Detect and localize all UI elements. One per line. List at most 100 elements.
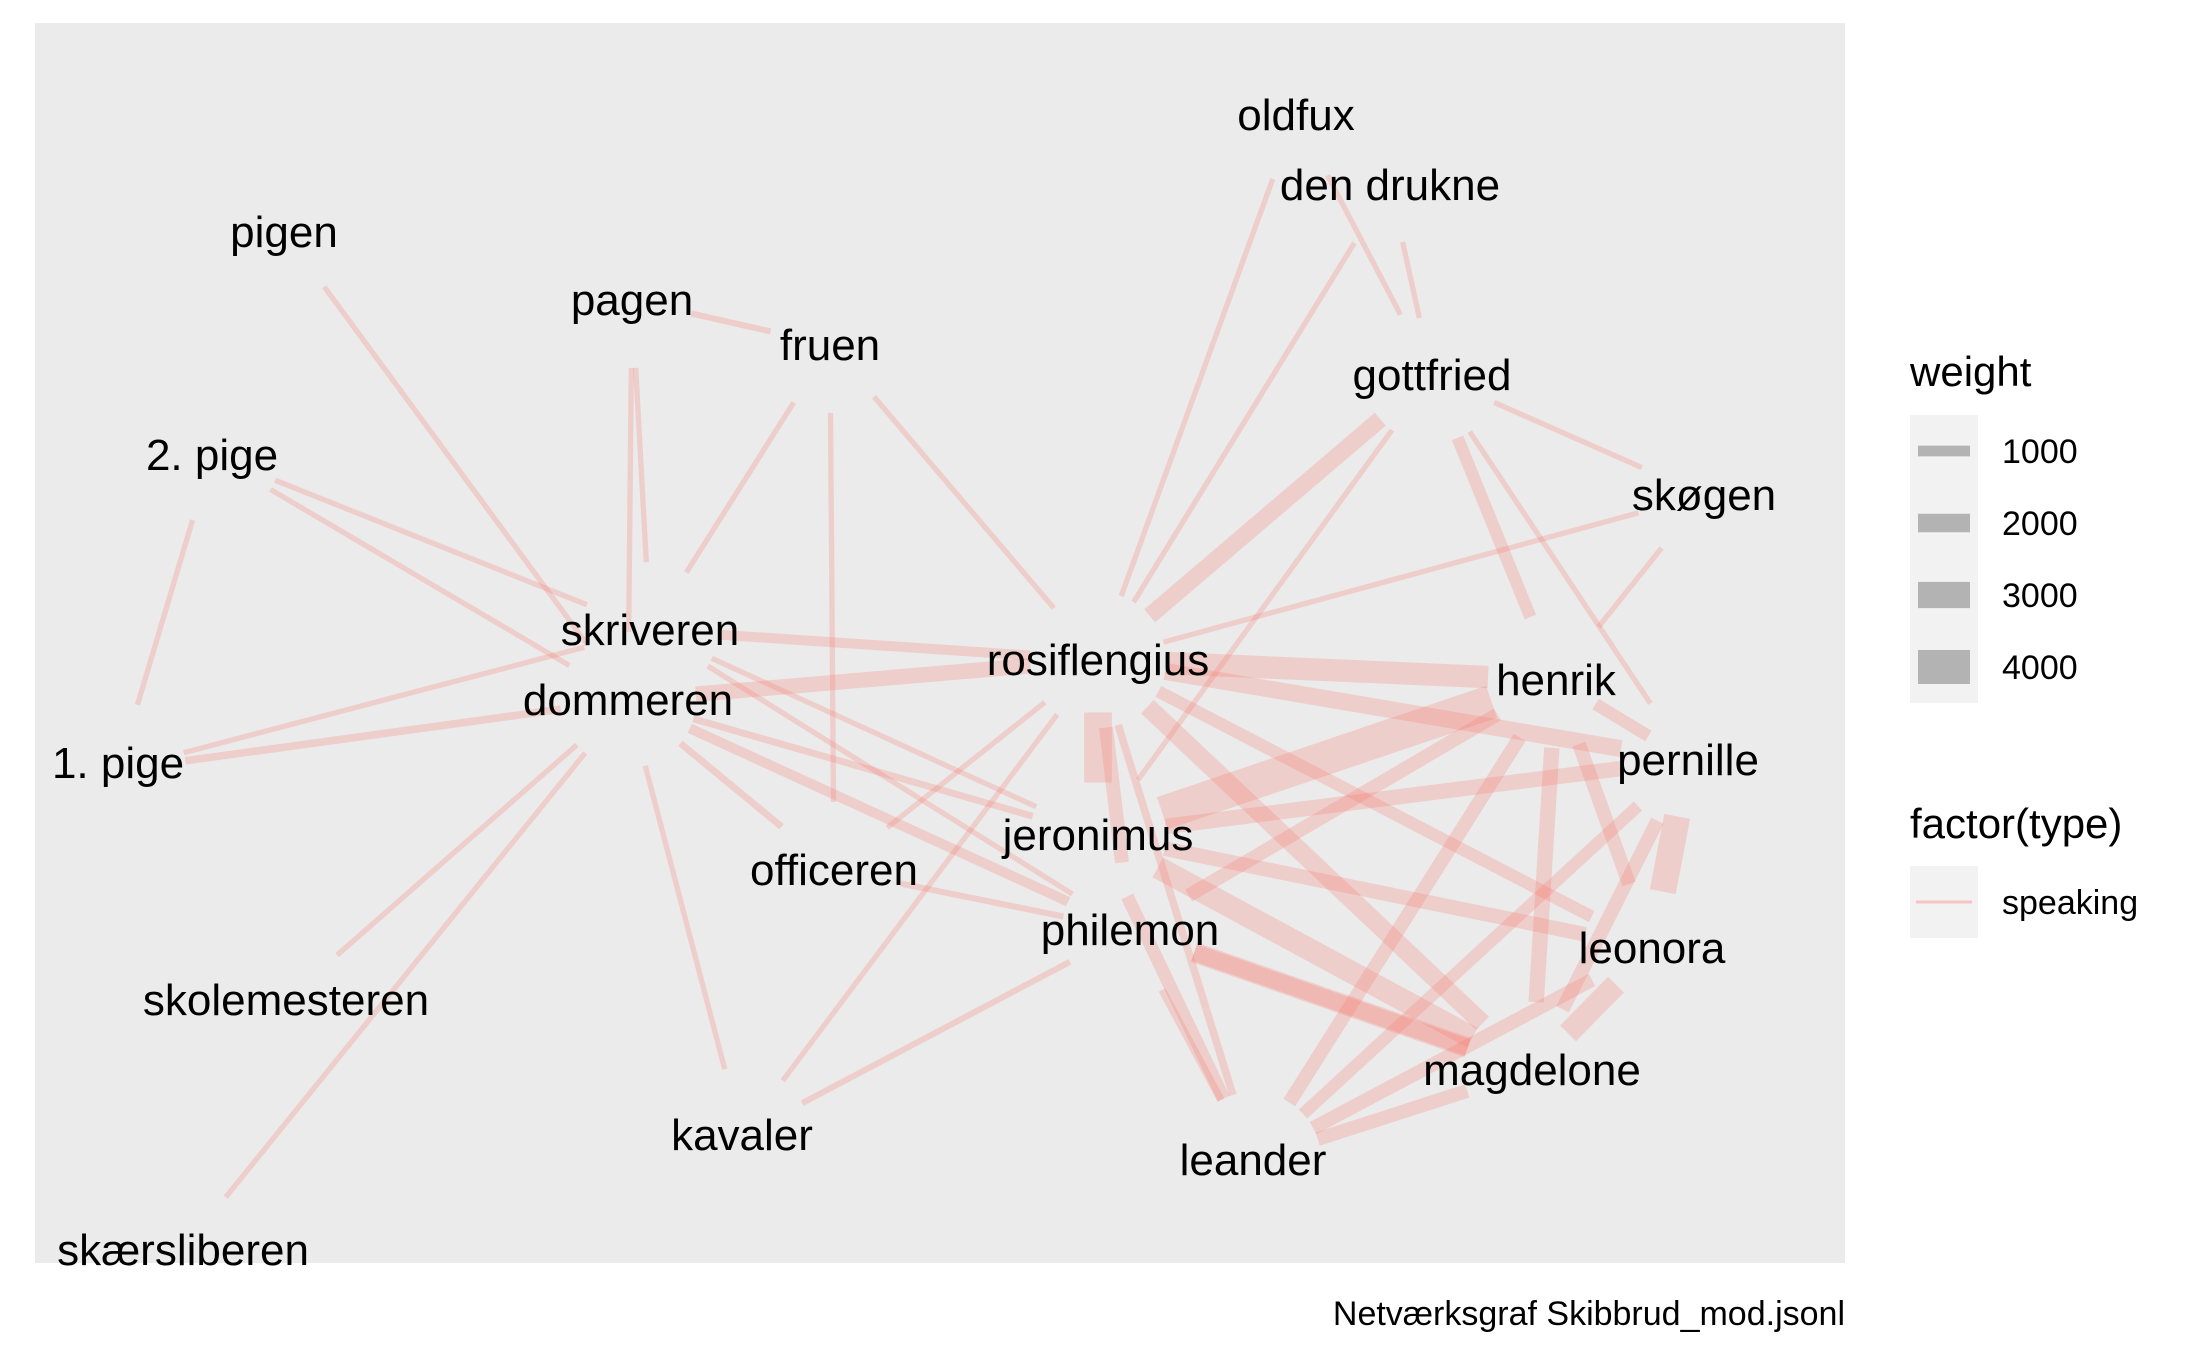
- edge-philemon-kavaler: [800, 959, 1072, 1106]
- edge-officeren-philemon: [900, 880, 1064, 920]
- edge-rosiflengius-leonora: [1155, 685, 1595, 923]
- node-label-magdelone: magdelone: [1423, 1046, 1641, 1095]
- legend-weight-label: 1000: [2002, 433, 2078, 471]
- edge-skriveren-fruen: [684, 401, 796, 574]
- edge-dommeren-philemon: [687, 723, 1071, 907]
- edge-jeronimus-leonora: [1163, 841, 1587, 942]
- node-label-jeronimus: jeronimus: [1001, 811, 1194, 860]
- edge-skriveren-philemon: [706, 663, 1074, 897]
- legend-weight-keys: 1000 2000 3000 4000: [1910, 415, 2078, 703]
- edge-leonora-leander: [1309, 973, 1596, 1135]
- edge-magdelone-leander: [1315, 1084, 1470, 1146]
- edge-gottfried-jeronimus: [1135, 428, 1395, 782]
- edge-layer: [134, 174, 1691, 1199]
- node-label-pagen: pagen: [571, 276, 693, 325]
- legend-weight-label: 4000: [2002, 649, 2078, 687]
- edge-henrik-leander: [1283, 733, 1526, 1107]
- edge-skogen-henrik: [1596, 546, 1664, 629]
- node-label-gottfried: gottfried: [1353, 351, 1512, 400]
- node-label-dommeren: dommeren: [523, 676, 733, 725]
- plot-panel: [35, 23, 1845, 1263]
- node-label-layer: oldfux den drukne pigen pagen fruen gottfried…: [52, 91, 1776, 1275]
- legend: weight 1000 2000 3000 4000 factor(type) spe…: [1909, 348, 2138, 938]
- edge-skogen-rosiflengius: [1162, 510, 1640, 645]
- edge-pernille-magdelone: [1556, 817, 1664, 1013]
- node-label-skriveren: skriveren: [561, 606, 740, 655]
- edge-pagen-fruen: [690, 310, 772, 335]
- legend-type-key-bg: [1910, 866, 1978, 938]
- edge-henrik-leonora: [1572, 741, 1636, 887]
- edge-den_drukne-rosiflengius: [1131, 241, 1357, 604]
- node-label-leander: leander: [1180, 1136, 1327, 1185]
- edge-philemon-henrik: [1185, 708, 1501, 902]
- legend-weight-swatch: [1918, 581, 1970, 609]
- edge-pigen-dommeren: [322, 285, 590, 647]
- edge-dommeren-pagen: [626, 367, 634, 633]
- edge-oldfux-rosiflengius: [1118, 178, 1276, 597]
- legend-weight-swatch: [1918, 650, 1970, 684]
- edge-pige2-dommeren: [269, 487, 571, 668]
- caption: Netværksgraf Skibbrud_mod.jsonl: [1333, 1295, 1845, 1333]
- edge-rosiflengius-officeren: [885, 700, 1047, 830]
- edge-rosiflengius-kavaler: [780, 712, 1060, 1083]
- edge-skriveren-rosiflengius: [717, 629, 1031, 661]
- legend-type-keys: speaking: [1910, 866, 2138, 938]
- edge-dommeren-kavaler: [642, 765, 728, 1070]
- edge-leonora-magdelone: [1560, 976, 1624, 1042]
- edge-den_drukne-gottfried: [1400, 241, 1422, 319]
- edge-philemon-leander: [1158, 988, 1225, 1102]
- edge-fruen-officeren: [827, 412, 837, 803]
- edge-pige2-skriveren: [274, 477, 588, 608]
- edge-pernille-leander: [1298, 801, 1643, 1119]
- edge-pige1-skriveren: [183, 644, 585, 756]
- edge-rosiflengius-magdelone: [1141, 699, 1489, 1031]
- node-label-pige1: 1. pige: [52, 739, 184, 788]
- legend-weight-label: 2000: [2002, 505, 2078, 543]
- legend-weight-swatch: [1918, 445, 1970, 457]
- node-label-officeren: officeren: [750, 846, 918, 895]
- node-label-philemon: philemon: [1041, 906, 1220, 955]
- edge-philemon-magdelone: [1190, 942, 1472, 1058]
- edge-dommeren-skolemesteren: [335, 742, 579, 958]
- edge-henrik-magdelone: [1528, 747, 1560, 1003]
- node-label-oldfux: oldfux: [1237, 91, 1354, 140]
- edge-dommeren-rosiflengius: [695, 658, 1031, 702]
- edge-skriveren-jeronimus: [710, 655, 1038, 810]
- node-label-skogen: skøgen: [1632, 471, 1776, 520]
- node-label-skolemesteren: skolemesteren: [143, 976, 429, 1025]
- edge-gottfried-pernille: [1467, 430, 1653, 705]
- legend-weight-label: 3000: [2002, 577, 2078, 615]
- edge-gottfried-henrik: [1451, 435, 1537, 620]
- edge-pige2-pige1: [134, 519, 196, 706]
- edge-rosiflengius-philemon: [1099, 726, 1129, 864]
- legend-type-label: speaking: [2002, 884, 2138, 922]
- edge-fruen-rosiflengius: [872, 395, 1056, 610]
- edge-rosiflengius-pernille: [1163, 663, 1623, 757]
- legend-type-title: factor(type): [1910, 800, 2122, 847]
- edge-gottfried-rosiflengius: [1144, 412, 1386, 623]
- node-label-den_drukne: den drukne: [1280, 161, 1500, 210]
- legend-weight-title: weight: [1909, 348, 2032, 395]
- edge-dommeren-jeronimus: [692, 715, 1034, 820]
- node-label-fruen: fruen: [780, 321, 880, 370]
- edge-pige1-dommeren: [184, 705, 562, 765]
- legend-weight-swatch: [1918, 513, 1970, 533]
- edge-henrik-pernille: [1592, 698, 1652, 742]
- node-label-pigen: pigen: [230, 208, 338, 257]
- edge-pagen-skriveren: [633, 367, 649, 563]
- node-label-henrik: henrik: [1496, 656, 1617, 705]
- node-label-pernille: pernille: [1617, 736, 1759, 785]
- node-label-pige2: 2. pige: [146, 431, 278, 480]
- edge-dommeren-skaersliberen: [223, 751, 588, 1199]
- edge-jeronimus-henrik: [1156, 685, 1498, 830]
- node-label-kavaler: kavaler: [671, 1111, 813, 1160]
- edge-gottfried-skogen: [1493, 400, 1643, 470]
- node-label-skaersliberen: skærsliberen: [57, 1226, 309, 1275]
- edge-rosiflengius-leander: [1114, 723, 1237, 1097]
- edge-leonora-pernille: [1649, 813, 1691, 895]
- edge-jeronimus-magdelone: [1152, 857, 1478, 1048]
- node-label-leonora: leonora: [1579, 924, 1726, 973]
- edge-jeronimus-leander: [1121, 893, 1230, 1102]
- edge-magdelone-philemon: [1191, 944, 1471, 1056]
